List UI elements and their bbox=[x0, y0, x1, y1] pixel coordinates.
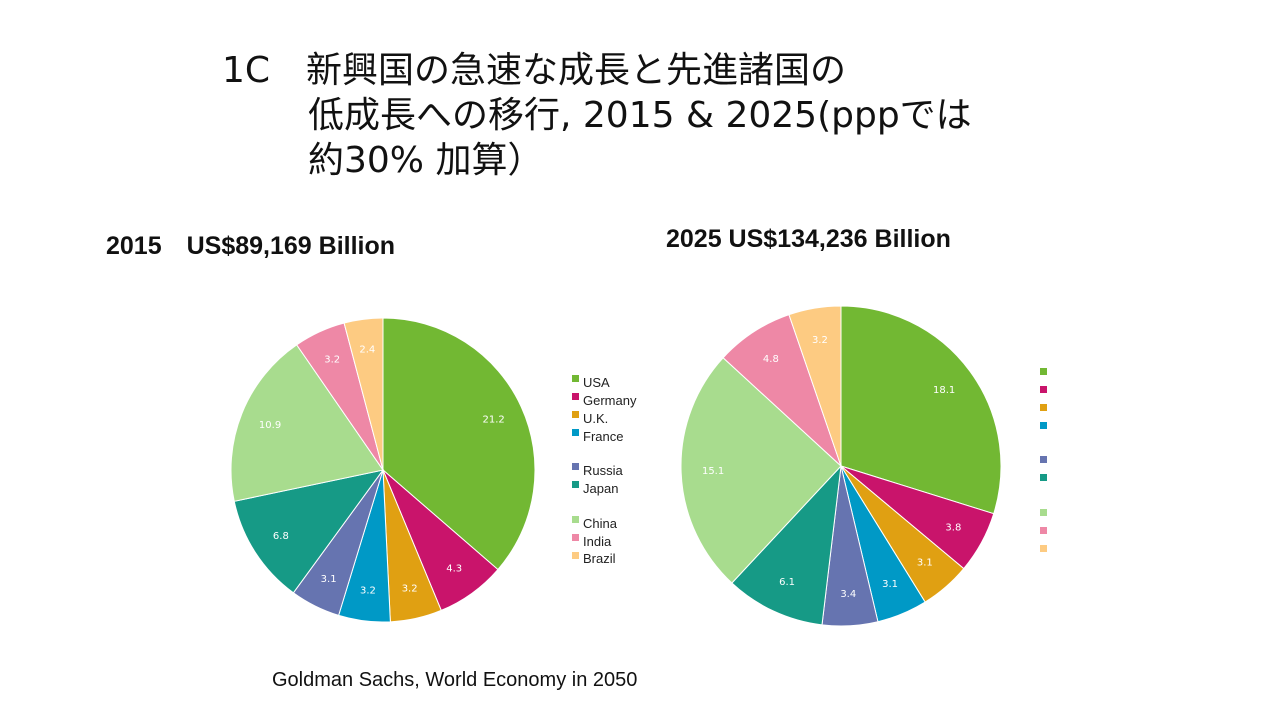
pie-2025-slice-china bbox=[680, 357, 842, 584]
pie-2025-label-brazil: 3.2 bbox=[812, 335, 828, 346]
pie-2015-slice-japan bbox=[233, 469, 385, 594]
pie-2015-legend-swatch-usa bbox=[572, 375, 579, 382]
pie-2015-label-india: 3.2 bbox=[324, 355, 340, 366]
pie-2025-legend-swatch-china bbox=[1040, 509, 1047, 516]
pie-2025-legend-swatch-germany bbox=[1040, 386, 1047, 393]
pie-2015-legend-swatch-russia bbox=[572, 463, 579, 470]
pie-2015-label-usa: 21.2 bbox=[482, 414, 504, 425]
pie-2025-label-u-k: 3.1 bbox=[917, 558, 933, 569]
pie-2025-legend-swatch-russia bbox=[1040, 456, 1047, 463]
pie-2015-label-france: 3.2 bbox=[360, 586, 376, 597]
pie-2025-label-japan: 6.1 bbox=[779, 577, 795, 588]
pie-2015-legend-label-france: France bbox=[583, 429, 624, 444]
pie-2015-legend-swatch-japan bbox=[572, 481, 579, 488]
pie-2025-slice-usa bbox=[840, 305, 1002, 515]
pie-2015-legend-swatch-france bbox=[572, 429, 579, 436]
pie-2015-legend-label-usa: USA bbox=[583, 375, 610, 390]
pie-2015-legend-label-brazil: Brazil bbox=[583, 551, 616, 566]
pie-2015-legend-swatch-u-k bbox=[572, 411, 579, 418]
pie-2025-label-china: 15.1 bbox=[702, 466, 724, 477]
source-citation: Goldman Sachs, World Economy in 2050 bbox=[272, 669, 638, 691]
pie-chart-2025: 18.1 3.8 3.1 3.1 3.4 6.1 15.1 4.8 3.2 bbox=[680, 305, 1002, 627]
pie-2025-legend-swatch-usa bbox=[1040, 368, 1047, 375]
pie-2015-label-japan: 6.8 bbox=[273, 531, 289, 542]
pie-2025-label-russia: 3.4 bbox=[840, 589, 856, 600]
pie-2025-label-germany: 3.8 bbox=[945, 522, 961, 533]
pie-2015-legend-label-china: China bbox=[583, 516, 617, 531]
pie-2025-legend-swatch-india bbox=[1040, 527, 1047, 534]
page-title-line-1: 1C 新興国の急速な成長と先進諸国の bbox=[222, 50, 847, 91]
pie-2025-legend-swatch-japan bbox=[1040, 474, 1047, 481]
pie-2025-legend-swatch-brazil bbox=[1040, 545, 1047, 552]
chart-2015-heading: 2015 US$89,169 Billion bbox=[106, 232, 396, 260]
pie-2015-label-china: 10.9 bbox=[259, 420, 281, 431]
pie-2025-legend-swatch-u-k bbox=[1040, 404, 1047, 411]
pie-2015-legend-label-russia: Russia bbox=[583, 463, 623, 478]
pie-2025-slice-japan bbox=[731, 464, 842, 626]
pie-2015-legend-swatch-china bbox=[572, 516, 579, 523]
pie-2015-label-u-k: 3.2 bbox=[402, 584, 418, 595]
pie-2015-legend-label-u-k: U.K. bbox=[583, 411, 609, 426]
pie-2025-label-usa: 18.1 bbox=[933, 385, 955, 396]
page-title-line-3: 約30% 加算） bbox=[308, 140, 544, 181]
pie-2015-label-brazil: 2.4 bbox=[359, 344, 375, 355]
legend-2015: USA Germany U.K. France Russia Japan China Indi… bbox=[572, 370, 662, 580]
pie-2025-slice-brazil bbox=[788, 305, 842, 467]
pie-chart-2015: 21.2 4.3 3.2 3.2 3.1 6.8 10.9 3.2 2.4 bbox=[230, 317, 536, 623]
pie-2015-label-russia: 3.1 bbox=[321, 574, 337, 585]
pie-2025-legend-swatch-france bbox=[1040, 422, 1047, 429]
pie-2025-label-india: 4.8 bbox=[763, 354, 779, 365]
pie-2015-legend-swatch-brazil bbox=[572, 552, 579, 559]
pie-2015-label-germany: 4.3 bbox=[446, 564, 462, 575]
pie-2015-legend-swatch-india bbox=[572, 534, 579, 541]
pie-2015-legend-label-germany: Germany bbox=[583, 393, 637, 408]
chart-2025-heading: 2025 US$134,236 Billion bbox=[666, 225, 951, 253]
page-title-line-2: 低成長への移行, 2015 & 2025(pppでは bbox=[308, 95, 972, 136]
legend-2025 bbox=[1040, 363, 1060, 573]
pie-2025-label-france: 3.1 bbox=[882, 579, 898, 590]
pie-2015-legend-swatch-germany bbox=[572, 393, 579, 400]
pie-2015-legend-label-india: India bbox=[583, 534, 612, 549]
pie-2015-slice-china bbox=[230, 344, 384, 502]
pie-2015-slice-brazil bbox=[343, 317, 384, 471]
pie-2015-legend-label-japan: Japan bbox=[583, 481, 619, 496]
pie-2015-slice-usa bbox=[382, 317, 536, 571]
